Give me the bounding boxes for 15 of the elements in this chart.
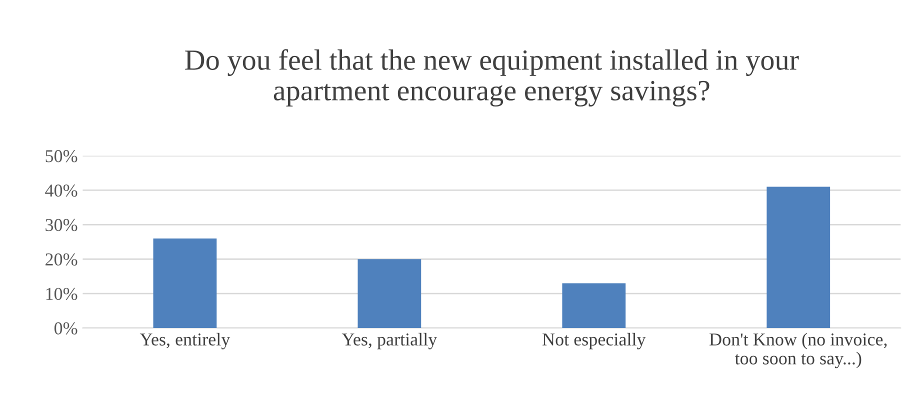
y-tick-label: 20% [46,253,78,266]
y-tick-label: 50% [46,150,78,162]
bar [766,186,830,328]
bar [153,238,217,328]
y-tick-label: 40% [45,184,78,197]
x-tick-label: Don't Know (no invoice, too soon to say...) [710,332,887,368]
y-tick-label: 30% [46,218,78,232]
y-tick-label: 10% [46,288,78,300]
x-tick-label: Yes, entirely [140,332,230,350]
y-tick-label: 0% [54,322,78,334]
x-tick-label: Not especially [542,332,646,350]
bar [562,283,626,328]
x-tick-label: Yes, partially [342,332,438,350]
bar [358,259,422,328]
chart-title: Do you feel that the new equipment installed in your apartment encourage energy savings? [185,49,799,107]
